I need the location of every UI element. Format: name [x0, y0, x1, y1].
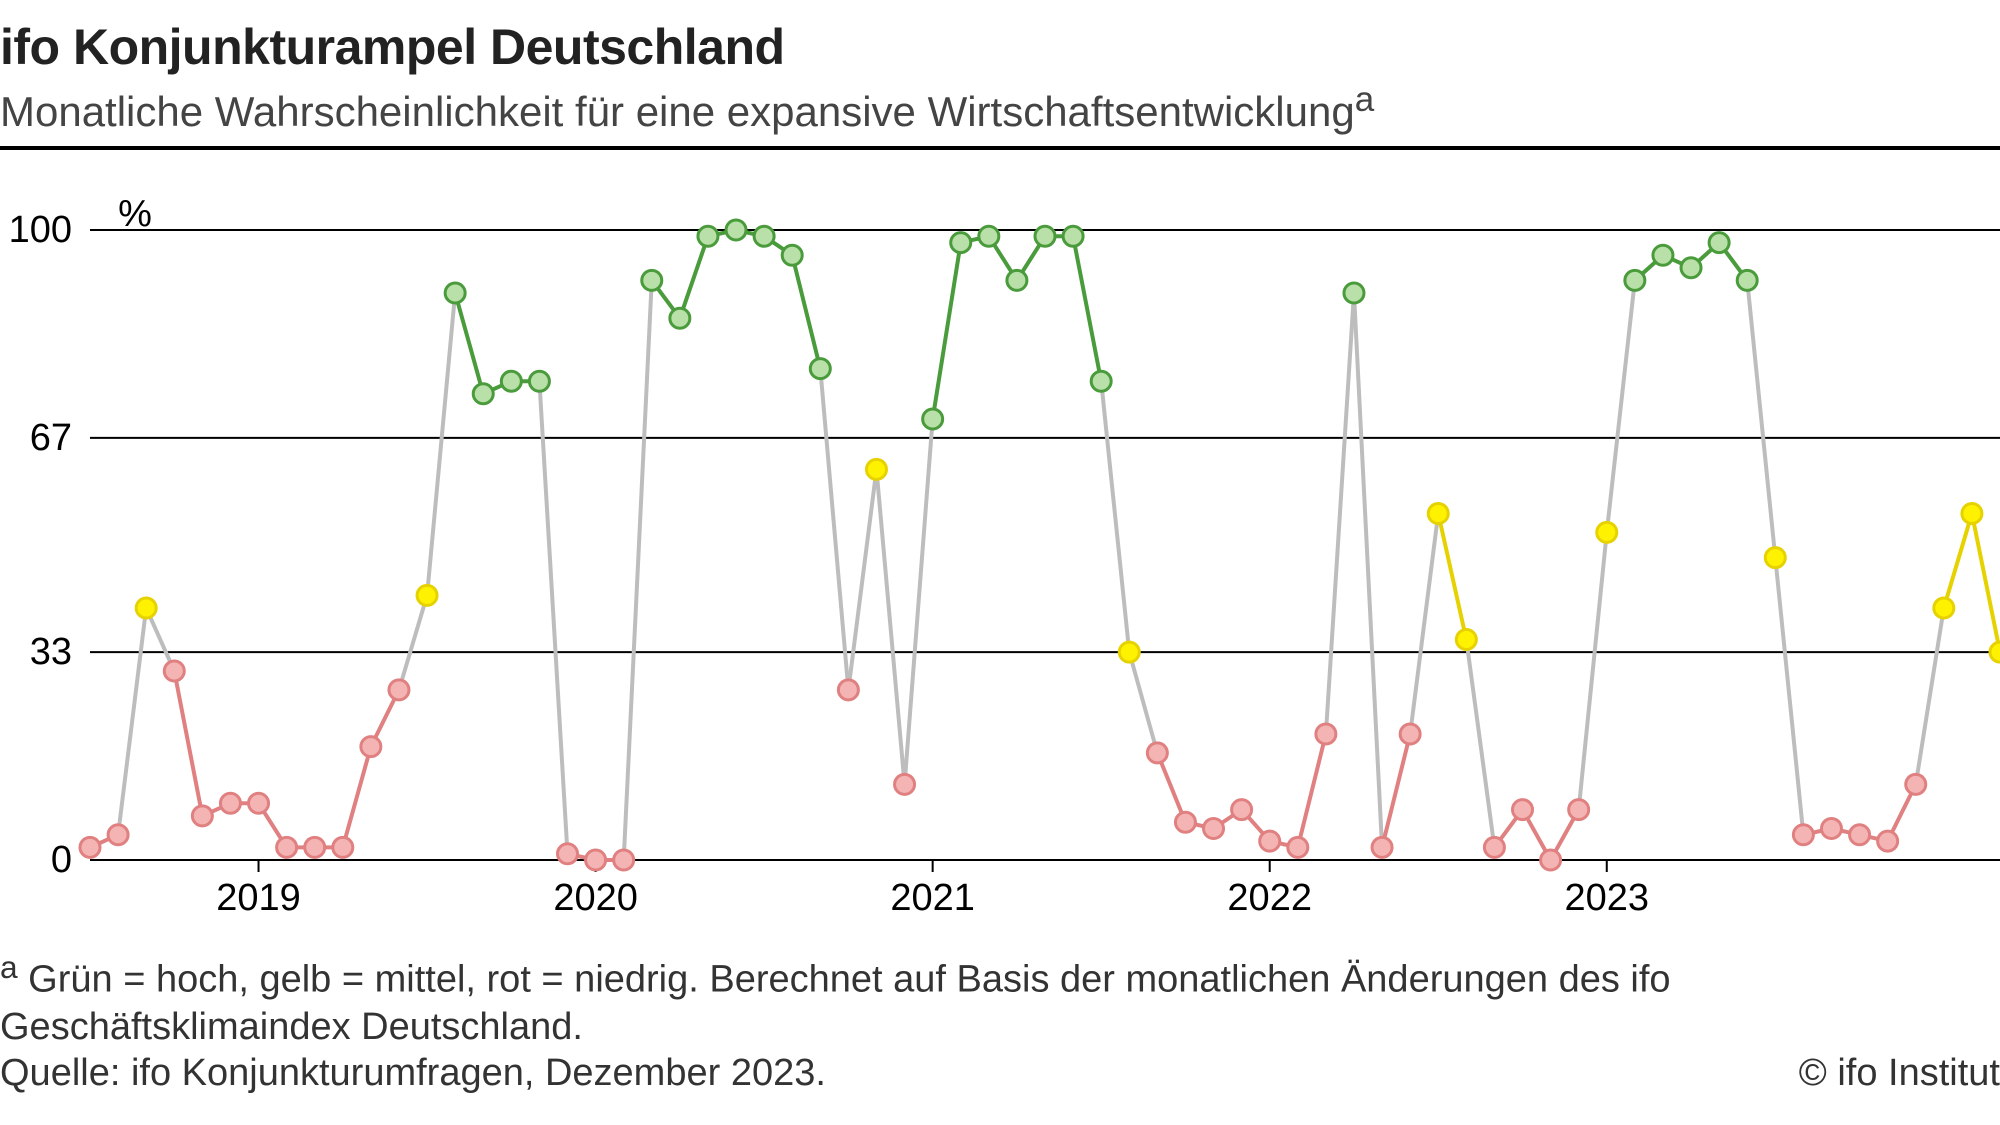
data-point: [1344, 283, 1364, 303]
data-point: [1569, 800, 1589, 820]
data-point: [670, 308, 690, 328]
data-point: [249, 793, 269, 813]
data-point: [979, 226, 999, 246]
chart-container: 0 33 67 100% 2019 2020 2021 2022 2023: [0, 180, 2000, 940]
data-point: [1681, 258, 1701, 278]
data-point: [838, 680, 858, 700]
data-point: [1260, 831, 1280, 851]
x-tick-label: 2023: [1564, 877, 1649, 919]
data-point: [1597, 522, 1617, 542]
chart-subtitle-text: Monatliche Wahrscheinlichkeit für eine e…: [0, 88, 1355, 135]
data-point: [501, 371, 521, 391]
data-point: [361, 737, 381, 757]
x-tick-label: 2019: [216, 877, 301, 919]
data-point: [1147, 743, 1167, 763]
data-point: [1850, 825, 1870, 845]
data-point: [1625, 270, 1645, 290]
data-point: [951, 233, 971, 253]
data-point: [1232, 800, 1252, 820]
footnote-text: Grün = hoch, gelb = mittel, rot = niedri…: [0, 959, 1671, 1049]
data-point: [698, 226, 718, 246]
data-point: [642, 270, 662, 290]
copyright-text: © ifo Institut: [1799, 1052, 2000, 1095]
data-point: [1765, 548, 1785, 568]
data-point: [1456, 630, 1476, 650]
data-point: [895, 774, 915, 794]
footnote: a Grün = hoch, gelb = mittel, rot = nied…: [0, 948, 2000, 1052]
data-point: [529, 371, 549, 391]
chart-title: ifo Konjunkturampel Deutschland: [0, 18, 2000, 76]
data-point: [417, 585, 437, 605]
data-point: [445, 283, 465, 303]
data-point: [333, 837, 353, 857]
header-rule: [0, 146, 2000, 150]
data-point: [586, 850, 606, 870]
data-point: [1119, 642, 1139, 662]
data-point: [1372, 837, 1392, 857]
data-point: [558, 844, 578, 864]
data-point: [1653, 245, 1673, 265]
data-point: [220, 793, 240, 813]
data-point: [782, 245, 802, 265]
data-point: [305, 837, 325, 857]
chart-subtitle: Monatliche Wahrscheinlichkeit für eine e…: [0, 80, 2000, 136]
data-point: [1934, 598, 1954, 618]
data-point: [614, 850, 634, 870]
data-point: [1821, 819, 1841, 839]
x-tick-label: 2021: [890, 877, 975, 919]
data-point: [810, 359, 830, 379]
data-point: [164, 661, 184, 681]
data-point: [1962, 504, 1982, 524]
data-point: [1737, 270, 1757, 290]
chart-subtitle-sup: a: [1355, 80, 1374, 119]
data-point: [80, 837, 100, 857]
unit-label: %: [118, 193, 152, 235]
data-point: [1063, 226, 1083, 246]
data-point: [754, 226, 774, 246]
data-point: [1035, 226, 1055, 246]
x-tick-label: 2020: [553, 877, 638, 919]
data-point: [473, 384, 493, 404]
data-point: [277, 837, 297, 857]
data-point: [1541, 850, 1561, 870]
data-point: [1709, 233, 1729, 253]
data-point: [1906, 774, 1926, 794]
y-tick-label: 0: [51, 839, 72, 881]
data-point: [1513, 800, 1533, 820]
source-text: Quelle: ifo Konjunkturumfragen, Dezember…: [0, 1052, 2000, 1095]
data-point: [1484, 837, 1504, 857]
data-point: [1878, 831, 1898, 851]
data-point: [1007, 270, 1027, 290]
data-point: [1400, 724, 1420, 744]
footnote-sup: a: [0, 949, 18, 985]
data-point: [192, 806, 212, 826]
data-point: [866, 459, 886, 479]
data-point: [1204, 819, 1224, 839]
data-point: [923, 409, 943, 429]
data-point: [1175, 812, 1195, 832]
data-point: [1091, 371, 1111, 391]
data-point: [1316, 724, 1336, 744]
y-tick-label: 33: [30, 631, 72, 673]
data-point: [136, 598, 156, 618]
data-point: [1288, 837, 1308, 857]
data-point: [1990, 642, 2000, 662]
data-point: [726, 220, 746, 240]
chart-svg: 0 33 67 100% 2019 2020 2021 2022 2023: [0, 180, 2000, 940]
data-point: [1793, 825, 1813, 845]
y-tick-label: 67: [30, 417, 72, 459]
data-point: [108, 825, 128, 845]
data-point: [389, 680, 409, 700]
x-tick-label: 2022: [1227, 877, 1312, 919]
y-tick-label: 100: [9, 209, 72, 251]
data-point: [1428, 504, 1448, 524]
